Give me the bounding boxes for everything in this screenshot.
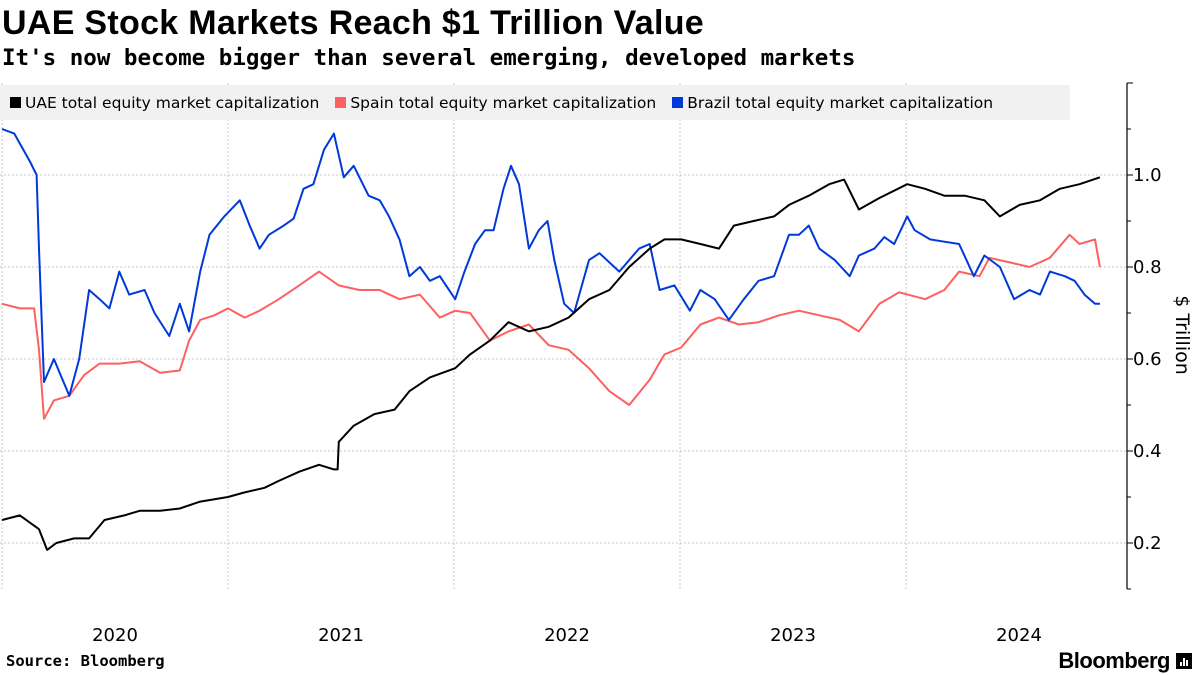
legend-label: Spain total equity market capitalization [350,93,657,112]
bloomberg-logo: Bloomberg [1058,648,1192,674]
series-lines [1,128,1101,551]
x-tick-label: 2024 [996,625,1042,646]
x-tick-label: 2023 [770,625,816,646]
series-line-spain [1,233,1101,420]
logo-text: Bloomberg [1058,648,1170,673]
legend-label: UAE total equity market capitalization [25,93,320,112]
legend: UAE total equity market capitalization S… [0,85,1070,120]
y-tick-label: 0.4 [1133,441,1162,462]
legend-swatch-spain [335,97,347,108]
y-axis: 0.2 0.4 0.6 0.8 1.0 [1126,82,1162,590]
legend-item-uae: UAE total equity market capitalization [10,94,319,112]
legend-label: Brazil total equity market capitalizatio… [687,93,994,112]
y-tick-label: 0.6 [1133,349,1162,370]
gridlines [0,83,1127,589]
series-line-uae [1,176,1101,551]
chart-subtitle: It's now become bigger than several emer… [2,45,856,71]
source-note: Source: Bloomberg [6,652,165,670]
y-axis-label: $ Trillion [1171,295,1193,375]
y-tick-label: 1.0 [1133,165,1162,186]
y-tick-label: 0.8 [1133,257,1162,278]
x-tick-label: 2021 [318,625,364,646]
legend-item-brazil: Brazil total equity market capitalizatio… [672,94,993,112]
x-axis-labels: 2020 2021 2022 2023 2024 [92,625,1042,646]
y-tick-label: 0.2 [1133,533,1162,554]
chart-title: UAE Stock Markets Reach $1 Trillion Valu… [2,4,705,42]
legend-swatch-brazil [672,97,684,108]
bloomberg-terminal-icon [1176,653,1192,669]
series-line-brazil [1,128,1100,397]
legend-swatch-uae [10,97,21,108]
legend-item-spain: Spain total equity market capitalization [335,94,656,112]
x-tick-label: 2022 [544,625,590,646]
x-tick-label: 2020 [92,625,138,646]
